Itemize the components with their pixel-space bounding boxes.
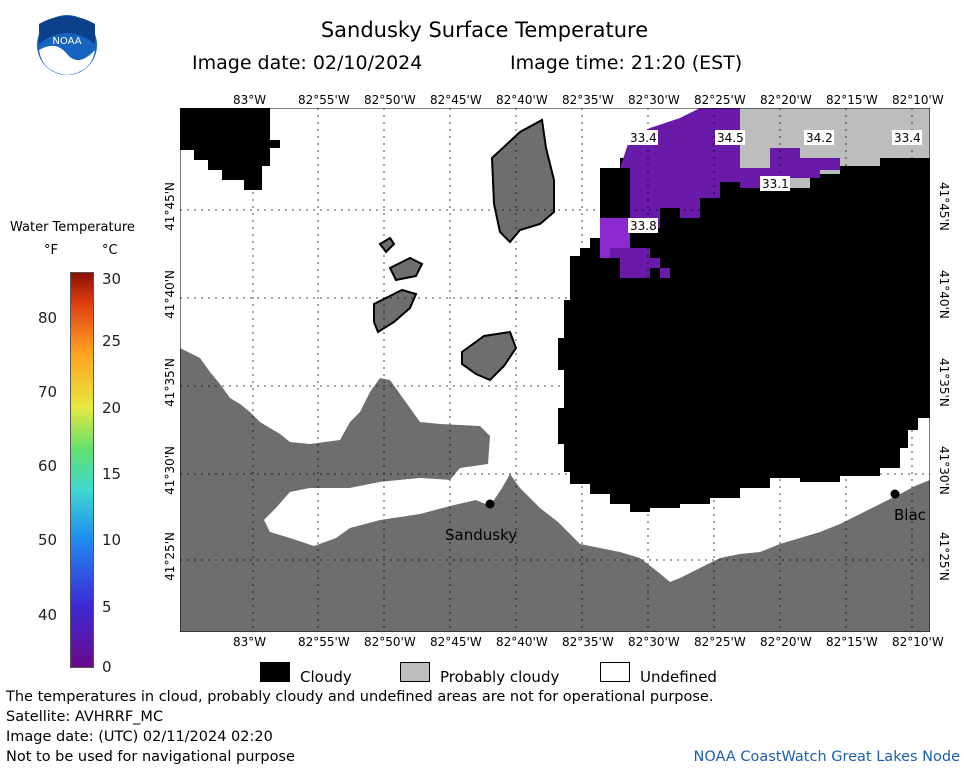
latitude-label: 41°35'N [163, 358, 177, 407]
latitude-label: 41°25'N [937, 532, 951, 581]
cloudy-swatch [260, 662, 290, 682]
longitude-label: 82°10'W [892, 93, 944, 107]
image-time: Image time: 21:20 (EST) [510, 52, 743, 74]
temp-label: 33.4 [630, 131, 657, 145]
temp-label: 33.1 [762, 177, 789, 191]
island-kelleys [490, 118, 555, 244]
sandusky-bay [264, 468, 480, 536]
blac-marker [890, 489, 900, 499]
legend-tick-f: 70 [38, 383, 58, 401]
color-scale-bar [70, 272, 94, 668]
longitude-label: 82°25'W [694, 93, 746, 107]
satellite-text: Satellite: AVHRRF_MC [6, 709, 164, 725]
map-grid [180, 108, 930, 632]
latitude-label: 41°40'N [937, 270, 951, 319]
longitude-label: 82°15'W [826, 635, 878, 649]
longitude-label: 82°35'W [562, 635, 614, 649]
map-area: Sandusky Blac 33.4 34.5 34.2 33.4 33.1 3… [179, 107, 931, 633]
legend-tick-c: 15 [102, 465, 122, 483]
latitude-label: 41°30'N [163, 446, 177, 495]
longitude-label: 82°20'W [760, 635, 812, 649]
longitude-label: 82°50'W [364, 635, 416, 649]
map-svg: Sandusky Blac 33.4 34.5 34.2 33.4 33.1 3… [179, 107, 931, 633]
legend-tick-f: 40 [38, 606, 58, 624]
longitude-label: 82°45'W [430, 635, 482, 649]
sandusky-marker [485, 499, 495, 509]
utc-date-text: Image date: (UTC) 02/11/2024 02:20 [6, 729, 273, 745]
land-south [180, 348, 930, 632]
longitude-label: 82°40'W [496, 635, 548, 649]
longitude-label: 82°50'W [364, 93, 416, 107]
probably-cloudy-label: Probably cloudy [440, 668, 560, 686]
legend-tick-c: 5 [102, 598, 112, 616]
temperature-labels: 33.4 34.5 34.2 33.4 33.1 33.8 [628, 130, 922, 233]
legend-tick-f: 50 [38, 531, 58, 549]
temp-label: 33.8 [630, 219, 657, 233]
legend-tick-c: 20 [102, 399, 122, 417]
page-title: Sandusky Surface Temperature [320, 18, 649, 42]
legend-unit-c: °C [102, 243, 118, 258]
svg-text:NOAA: NOAA [52, 36, 81, 47]
credit-text: NOAA CoastWatch Great Lakes Node [693, 749, 960, 765]
longitude-label: 82°40'W [496, 93, 548, 107]
latitude-label: 41°45'N [937, 182, 951, 231]
longitude-label: 82°45'W [430, 93, 482, 107]
longitude-label: 82°30'W [628, 93, 680, 107]
noaa-logo: NOAA [36, 14, 98, 76]
probably-cloudy-swatch [400, 662, 430, 682]
legend-tick-c: 0 [102, 658, 112, 676]
longitude-label: 82°55'W [298, 93, 350, 107]
legend-title: Water Temperature [10, 220, 135, 235]
longitude-label: 82°15'W [826, 93, 878, 107]
cloud-northwest [180, 108, 280, 190]
island-south-bass [373, 288, 418, 334]
latitude-label: 41°40'N [163, 270, 177, 319]
cloud-east [558, 140, 930, 512]
undefined-label: Undefined [640, 668, 717, 686]
temp-label: 34.2 [806, 131, 833, 145]
longitude-label: 82°25'W [694, 635, 746, 649]
longitude-label: 82°30'W [628, 635, 680, 649]
legend-tick-f: 80 [38, 309, 58, 327]
island-catawba [461, 330, 518, 382]
latitude-label: 41°45'N [163, 182, 177, 231]
longitude-label: 82°55'W [298, 635, 350, 649]
sandusky-label: Sandusky [445, 526, 517, 544]
cloudy-label: Cloudy [300, 668, 352, 686]
cold-water-purple-2 [600, 218, 630, 258]
longitude-label: 82°20'W [760, 93, 812, 107]
island-small-2 [388, 256, 424, 282]
longitude-label: 82°10'W [892, 635, 944, 649]
longitude-label: 82°35'W [562, 93, 614, 107]
noaa-logo-icon: NOAA [37, 15, 97, 75]
disclaimer-text: The temperatures in cloud, probably clou… [6, 689, 714, 705]
latitude-label: 41°30'N [937, 446, 951, 495]
legend-tick-c: 25 [102, 332, 122, 350]
latitude-label: 41°35'N [937, 358, 951, 407]
temp-label: 33.4 [894, 131, 921, 145]
latitude-label: 41°25'N [163, 532, 177, 581]
temp-label: 34.5 [717, 131, 744, 145]
undefined-swatch [600, 662, 630, 682]
nav-warning-text: Not to be used for navigational purpose [6, 749, 295, 765]
legend-tick-c: 30 [102, 270, 122, 288]
image-date: Image date: 02/10/2024 [192, 52, 423, 74]
legend-tick-c: 10 [102, 531, 122, 549]
longitude-label: 83°W [233, 93, 267, 107]
legend-unit-f: °F [44, 243, 58, 258]
longitude-label: 83°W [233, 635, 267, 649]
legend-tick-f: 60 [38, 457, 58, 475]
blac-label: Blac [894, 506, 926, 524]
